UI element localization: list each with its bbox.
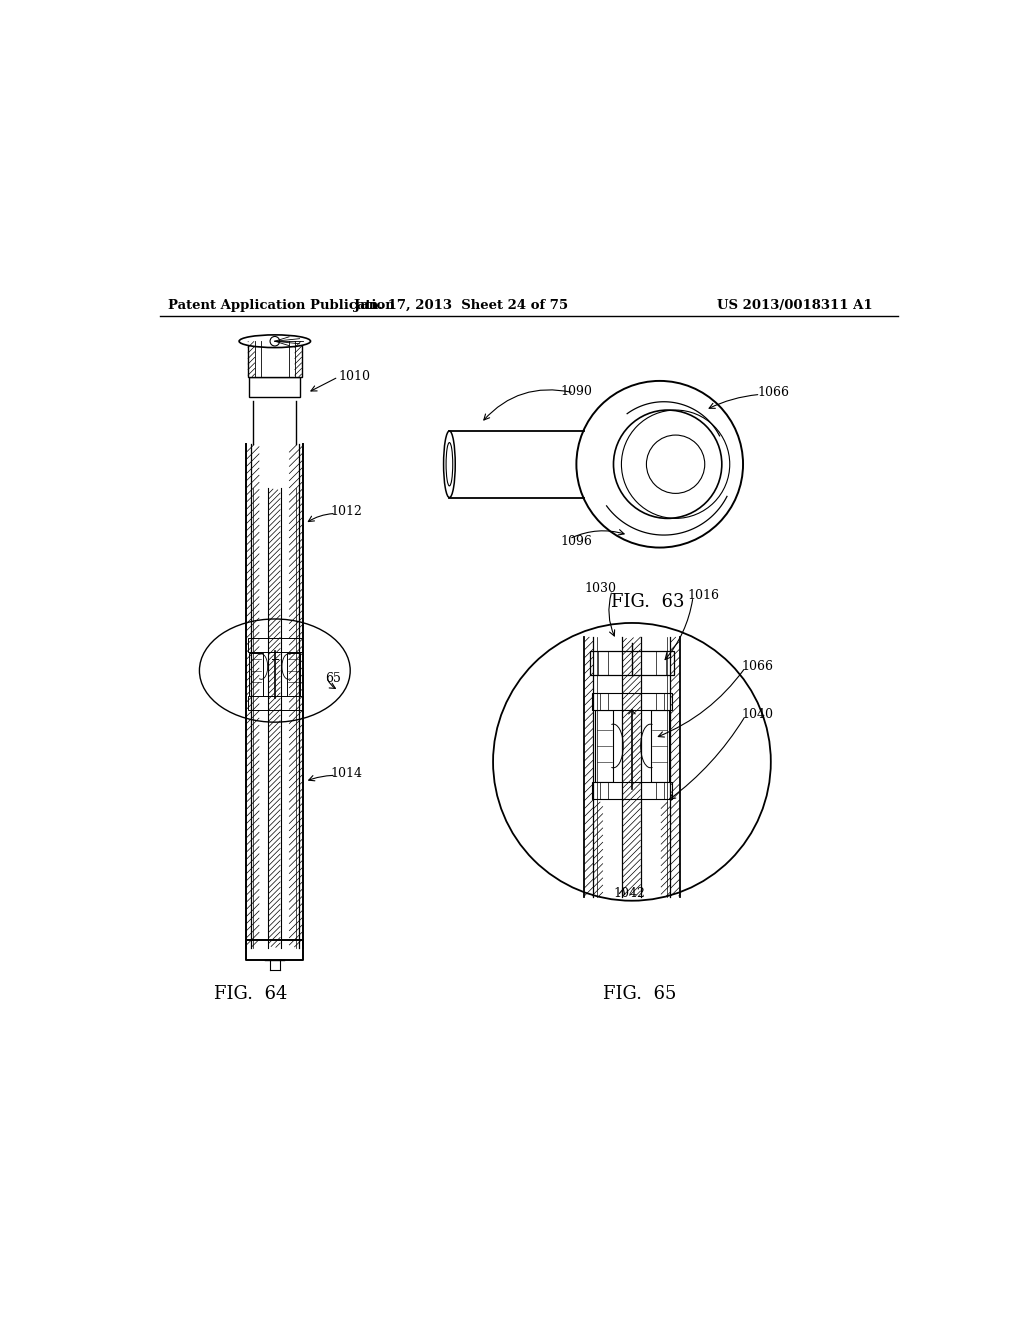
Ellipse shape	[581, 430, 588, 498]
Bar	[250, 653, 263, 697]
Text: 1030: 1030	[585, 582, 616, 595]
Bar	[590, 651, 674, 675]
Bar	[592, 781, 672, 799]
Bar	[287, 653, 300, 697]
Text: 1016: 1016	[687, 589, 720, 602]
Text: FIG.  65: FIG. 65	[603, 985, 677, 1003]
Text: FIG.  64: FIG. 64	[214, 985, 288, 1003]
Circle shape	[270, 337, 280, 346]
Text: Patent Application Publication: Patent Application Publication	[168, 300, 394, 312]
Text: Jan. 17, 2013  Sheet 24 of 75: Jan. 17, 2013 Sheet 24 of 75	[354, 300, 568, 312]
Circle shape	[494, 623, 771, 900]
Bar	[248, 342, 302, 378]
Text: 1096: 1096	[560, 535, 593, 548]
Bar	[248, 638, 302, 652]
Ellipse shape	[240, 335, 310, 347]
Text: 1012: 1012	[331, 506, 362, 519]
Text: US 2013/0018311 A1: US 2013/0018311 A1	[717, 300, 872, 312]
Text: 1042: 1042	[613, 887, 645, 900]
Bar	[650, 710, 669, 781]
Circle shape	[577, 381, 743, 548]
Text: 1040: 1040	[741, 708, 773, 721]
Text: 1014: 1014	[331, 767, 362, 780]
Bar	[250, 378, 300, 397]
Text: 1066: 1066	[758, 387, 790, 400]
Bar	[592, 693, 672, 710]
Text: 1090: 1090	[560, 384, 593, 397]
Ellipse shape	[443, 430, 456, 498]
Text: FIG.  63: FIG. 63	[611, 593, 685, 611]
Text: 1066: 1066	[741, 660, 773, 673]
Bar	[248, 696, 302, 710]
Text: 65: 65	[325, 672, 341, 685]
Text: 1010: 1010	[338, 371, 371, 383]
Bar	[595, 710, 613, 781]
